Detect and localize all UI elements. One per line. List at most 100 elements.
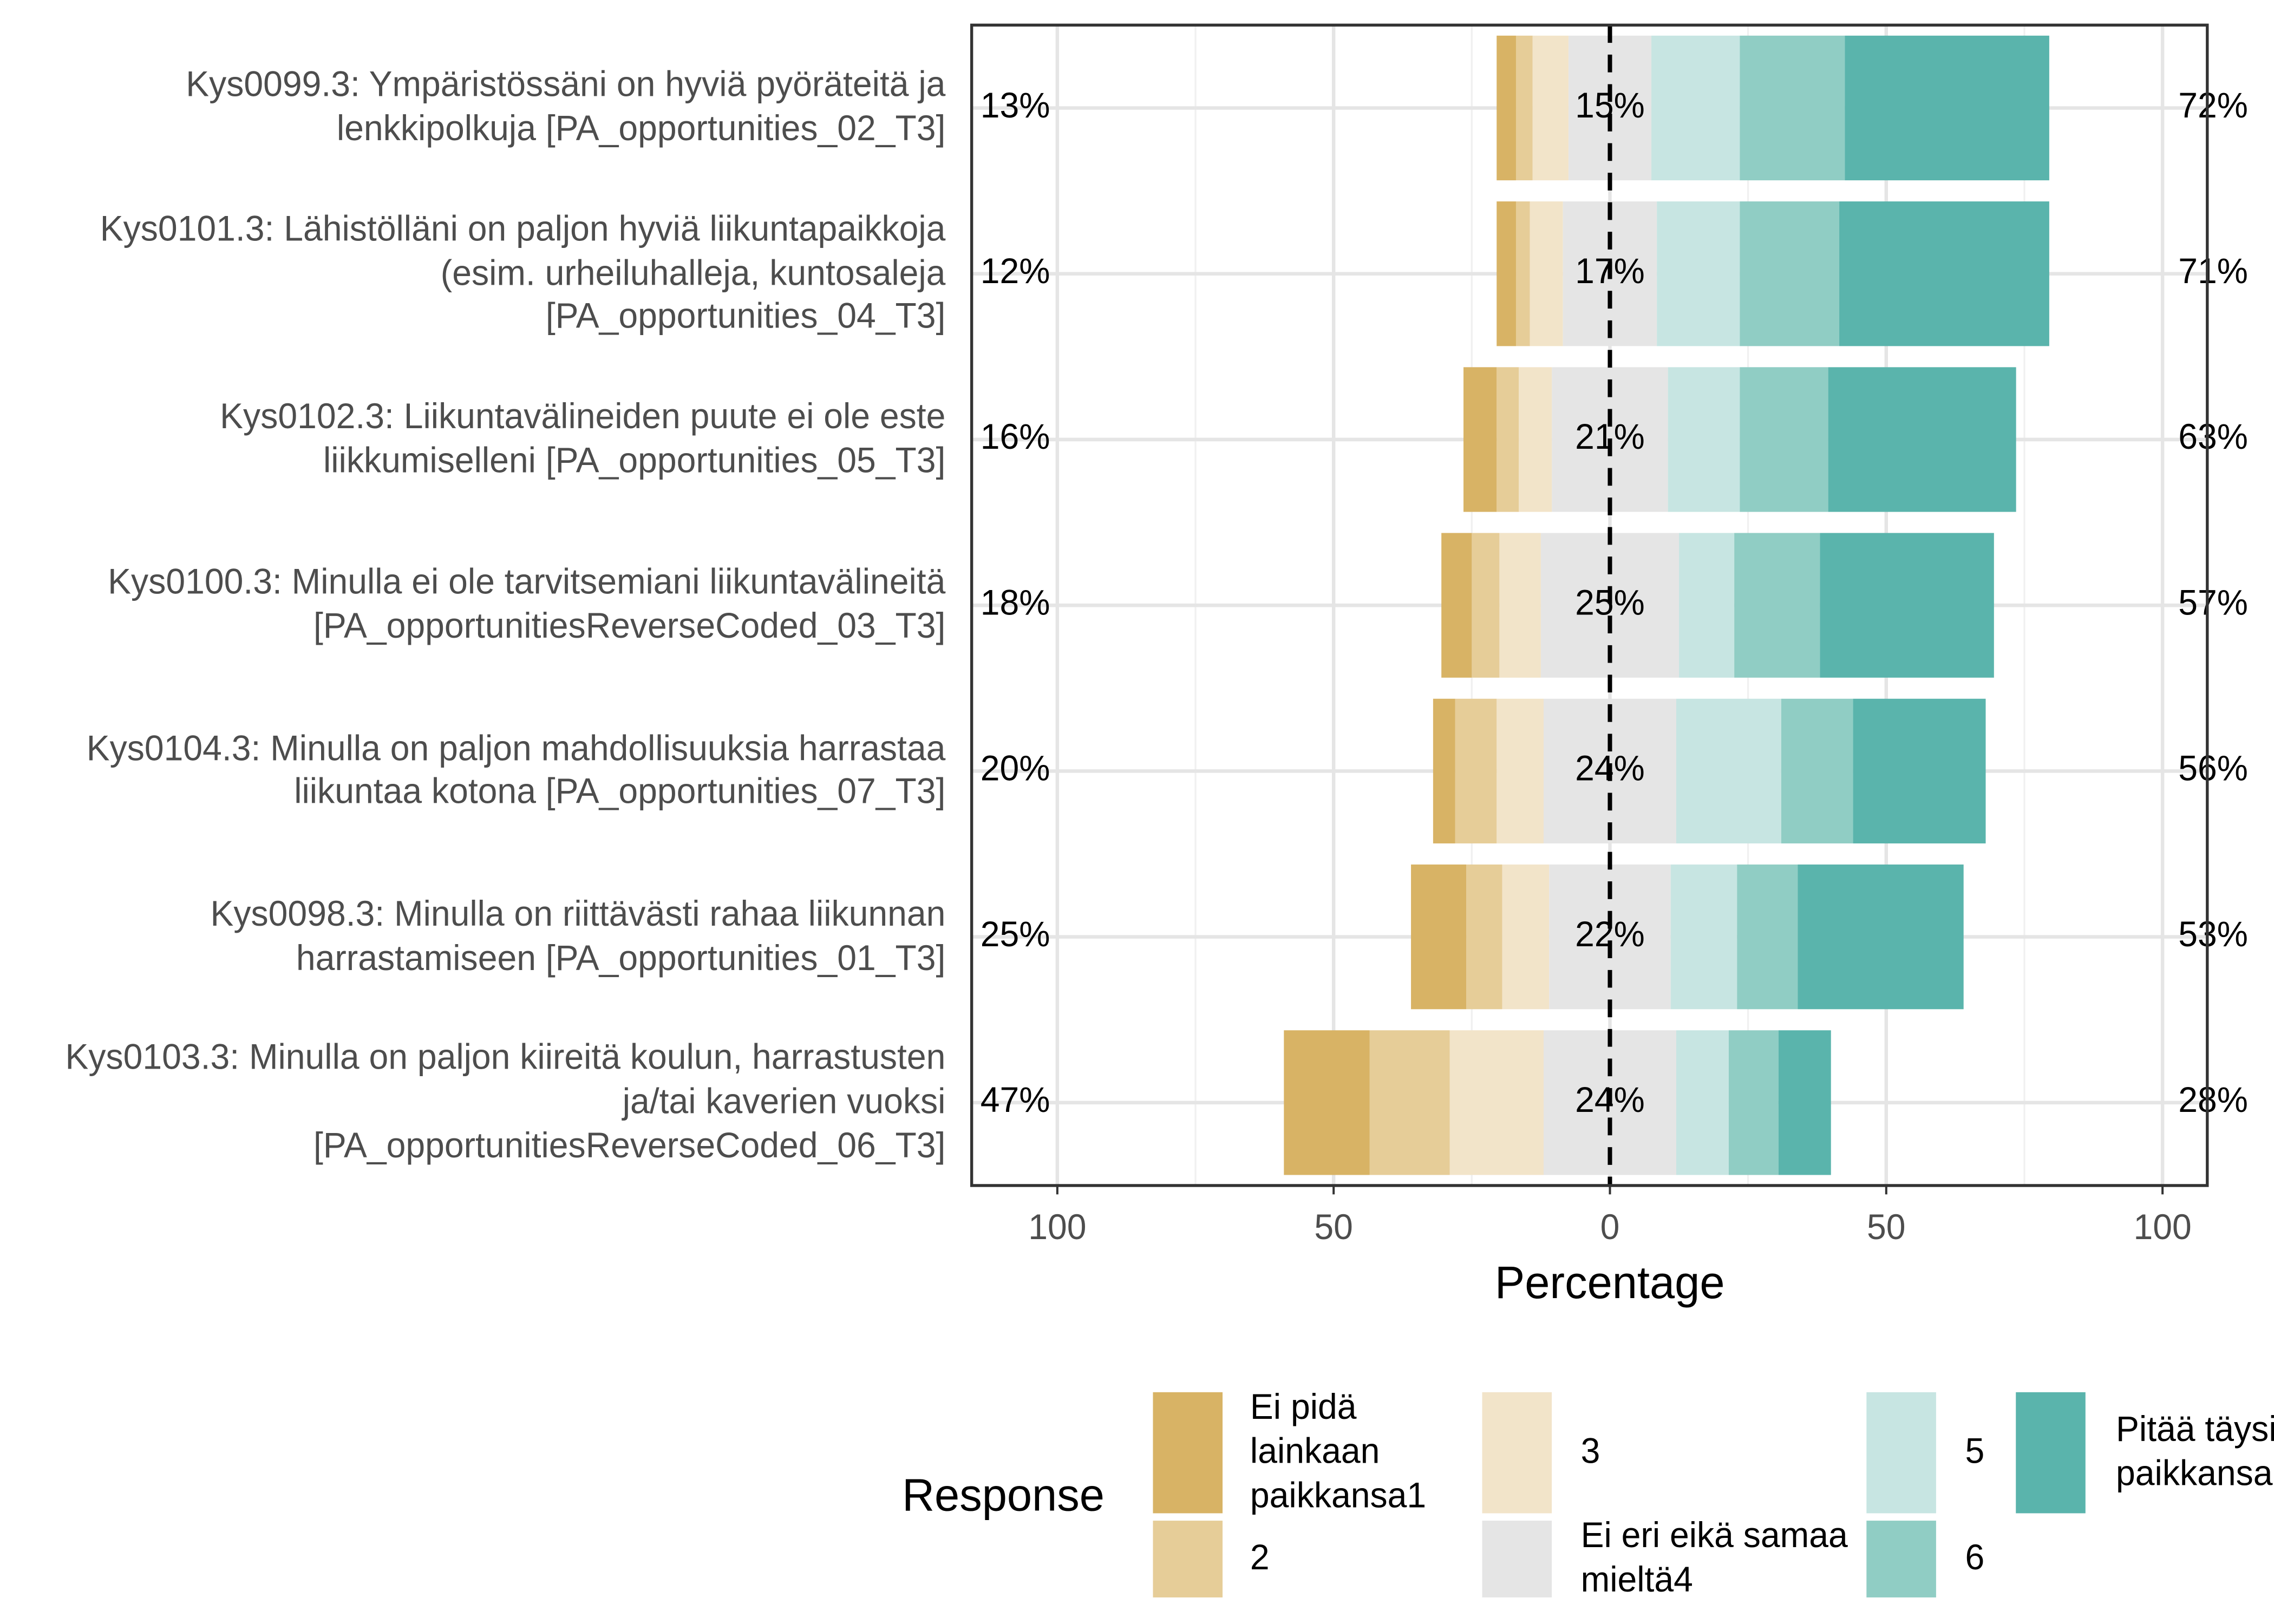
legend-label-wrap: Ei pidä lainkaan paikkansa1 [1250, 1378, 1460, 1528]
bar-segment [1530, 201, 1563, 346]
low-percent-label: 18% [981, 582, 1050, 623]
bar-segment [1679, 533, 1735, 678]
x-tick-label: 50 [1867, 1207, 1906, 1247]
bar-segment [1532, 35, 1569, 181]
bar-segment [1728, 1030, 1779, 1175]
high-percent-label: 53% [2178, 914, 2248, 954]
high-percent-label: 56% [2178, 748, 2248, 788]
y-tick-label: Kys0102.3: Liikuntavälineiden puute ei o… [220, 397, 946, 481]
bar-segment [1411, 865, 1467, 1010]
bar-segment [1449, 1030, 1544, 1175]
legend-label-wrap: 5 [1965, 1378, 2052, 1528]
legend-label: Pitää täysin paikkansa7 [2116, 1410, 2274, 1494]
y-tick-label-wrap: Kys0102.3: Liikuntavälineiden puute ei o… [58, 360, 945, 520]
y-tick-label-wrap: Kys0100.3: Minulla ei ole tarvitsemiani … [58, 526, 945, 685]
y-tick-label-wrap: Kys0099.3: Ympäristössäni on hyviä pyörä… [58, 28, 945, 188]
y-tick-label: Kys0100.3: Minulla ei ole tarvitsemiani … [108, 562, 946, 647]
bar-segment [1515, 35, 1533, 181]
y-tick-label: Kys0099.3: Ympäristössäni on hyviä pyörä… [186, 66, 946, 149]
bar-segment [1676, 698, 1781, 844]
bar-segment [1369, 1030, 1450, 1175]
bar-segment [1781, 698, 1853, 844]
y-tick-label-box: Kys0098.3: Minulla on riittävästi rahaa … [58, 857, 946, 1017]
legend-label-box: 2 [1250, 1506, 1460, 1612]
bar-segment [1441, 533, 1472, 678]
legend-key [1153, 1521, 1223, 1597]
bar-segment [1828, 367, 2016, 512]
bar-segment [1839, 201, 2049, 346]
bar-segment [1676, 1030, 1729, 1175]
legend-label-wrap: Ei eri eikä samaa mieltä4 [1581, 1506, 1857, 1612]
legend-label-box: Ei pidä lainkaan paikkansa1 [1250, 1378, 1460, 1528]
bar-segment [1737, 865, 1798, 1010]
y-tick-label-box: Kys0104.3: Minulla on paljon mahdollisuu… [58, 691, 946, 851]
legend-label-wrap: 3 [1581, 1378, 1799, 1528]
low-percent-label: 13% [981, 85, 1050, 125]
bar-segment [1455, 698, 1497, 844]
bar-segment [1740, 367, 1828, 512]
y-tick-label: Kys0101.3: Lähistölläni on paljon hyviä … [100, 209, 946, 337]
legend-label: 5 [1965, 1432, 1985, 1472]
legend-label-box: 3 [1581, 1378, 1799, 1528]
high-percent-label: 72% [2178, 85, 2248, 125]
bar-segment [1497, 698, 1544, 844]
low-percent-label: 47% [981, 1080, 1050, 1120]
bar-segment [1670, 865, 1737, 1010]
legend-key [1482, 1521, 1552, 1597]
bar-segment [1497, 367, 1519, 512]
low-percent-label: 20% [981, 748, 1050, 788]
y-tick-label-box: Kys0101.3: Lähistölläni on paljon hyviä … [58, 194, 946, 353]
x-tick-label: 100 [2133, 1207, 2191, 1247]
bar-segment [1284, 1030, 1370, 1175]
x-axis-title: Percentage [1495, 1256, 1725, 1308]
legend-label-box: 6 [1965, 1506, 2052, 1612]
legend-label-box: 5 [1965, 1378, 2052, 1528]
bar-segment [1778, 1030, 1831, 1175]
bar-segment [1740, 201, 1840, 346]
y-tick-label-wrap: Kys0104.3: Minulla on paljon mahdollisuu… [58, 691, 946, 851]
bar-segment [1472, 533, 1500, 678]
y-tick-label: Kys0104.3: Minulla on paljon mahdollisuu… [86, 728, 946, 813]
legend-key [1153, 1392, 1223, 1514]
x-tick-label: 0 [1600, 1207, 1620, 1247]
high-percent-label: 71% [2178, 251, 2248, 291]
y-tick-label-wrap: Kys0101.3: Lähistölläni on paljon hyviä … [58, 194, 946, 353]
legend-title: Response [902, 1469, 1105, 1521]
low-percent-label: 25% [981, 914, 1050, 954]
bar-segment [1466, 865, 1502, 1010]
bar-segment [1463, 367, 1497, 512]
bar-segment [1798, 865, 1964, 1010]
y-tick-label-box: Kys0102.3: Liikuntavälineiden puute ei o… [58, 360, 945, 520]
y-tick-label-wrap: Kys0098.3: Minulla on riittävästi rahaa … [58, 857, 946, 1017]
legend-label: Ei eri eikä samaa mieltä4 [1580, 1516, 1848, 1601]
legend-key [1866, 1392, 1936, 1514]
bar-segment [1651, 35, 1740, 181]
bar-segment [1515, 201, 1530, 346]
legend-label-box: Pitää täysin paikkansa7 [2116, 1378, 2274, 1528]
low-percent-label: 16% [981, 417, 1050, 457]
high-percent-label: 57% [2178, 582, 2248, 623]
y-tick-label-box: Kys0100.3: Minulla ei ole tarvitsemiani … [58, 526, 945, 685]
bar-segment [1668, 367, 1740, 512]
bar-segment [1657, 201, 1740, 346]
high-percent-label: 28% [2178, 1080, 2248, 1120]
legend-label-wrap: 6 [1965, 1506, 2052, 1612]
bar-segment [1734, 533, 1820, 678]
bar-segment [1497, 201, 1516, 346]
bar-segment [1497, 35, 1516, 181]
low-percent-label: 12% [981, 251, 1050, 291]
x-tick-label: 100 [1028, 1207, 1086, 1247]
legend-key [1866, 1521, 1936, 1597]
bar-segment [1433, 698, 1455, 844]
legend-label: Ei pidä lainkaan paikkansa1 [1250, 1388, 1427, 1516]
legend-key [2016, 1392, 2086, 1514]
y-tick-label-box: Kys0099.3: Ympäristössäni on hyviä pyörä… [58, 28, 945, 188]
high-percent-label: 63% [2178, 417, 2248, 457]
legend-label-wrap: Pitää täysin paikkansa7 [2116, 1378, 2274, 1528]
bar-segment [1519, 367, 1552, 512]
legend-label-wrap: 2 [1250, 1506, 1460, 1612]
legend-key [1482, 1392, 1552, 1514]
y-tick-label: Kys0103.3: Minulla on paljon kiireitä ko… [65, 1038, 946, 1166]
